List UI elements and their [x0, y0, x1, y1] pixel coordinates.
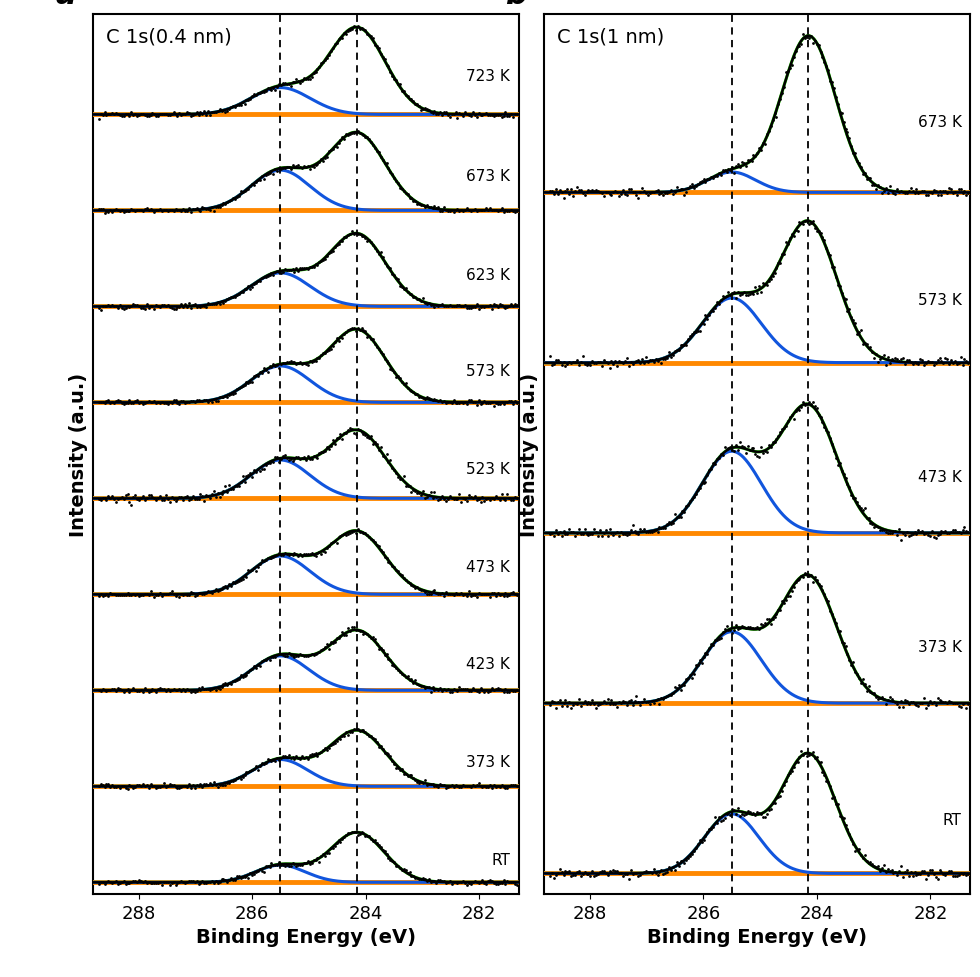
Y-axis label: Intensity (a.u.): Intensity (a.u.) — [69, 372, 87, 536]
Text: 473 K: 473 K — [918, 469, 961, 485]
Text: C 1s(1 nm): C 1s(1 nm) — [558, 27, 664, 47]
Y-axis label: Intensity (a.u.): Intensity (a.u.) — [519, 372, 539, 536]
Text: 573 K: 573 K — [918, 293, 961, 308]
Text: RT: RT — [943, 813, 961, 828]
Text: 373 K: 373 K — [466, 754, 511, 769]
Text: b: b — [506, 0, 527, 11]
Text: 673 K: 673 K — [917, 115, 961, 130]
Text: 523 K: 523 K — [466, 461, 511, 476]
Text: 573 K: 573 K — [466, 363, 511, 378]
Text: RT: RT — [492, 853, 511, 868]
Text: 373 K: 373 K — [917, 639, 961, 655]
X-axis label: Binding Energy (eV): Binding Energy (eV) — [196, 927, 416, 946]
Text: 673 K: 673 K — [466, 169, 511, 185]
X-axis label: Binding Energy (eV): Binding Energy (eV) — [648, 927, 867, 946]
Text: 723 K: 723 K — [466, 69, 511, 84]
Text: 623 K: 623 K — [466, 268, 511, 282]
Text: C 1s(0.4 nm): C 1s(0.4 nm) — [106, 27, 231, 47]
Text: a: a — [56, 0, 76, 11]
Text: 423 K: 423 K — [466, 657, 511, 671]
Text: 473 K: 473 K — [466, 559, 511, 574]
